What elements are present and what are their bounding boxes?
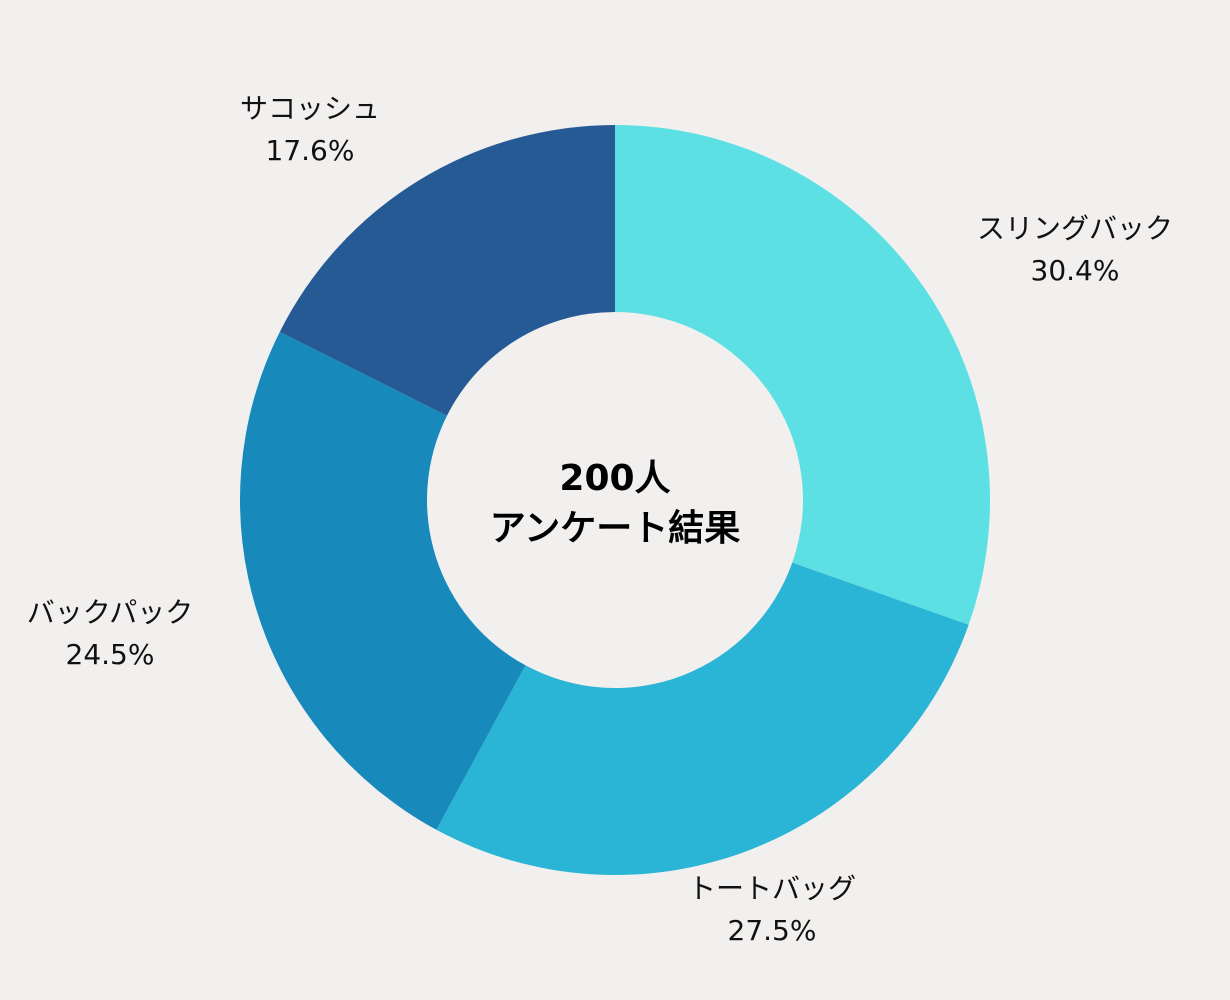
slice-label-group-2: トートバッグ 27.5% — [688, 872, 856, 947]
center-title-line-1: 200人 — [559, 458, 670, 499]
slice-labels: スリングバック 30.4% トートバッグ 27.5% バックパック 24.5% サコッシュ 1… — [27, 92, 1173, 947]
slice-label-name: スリングバック — [977, 212, 1173, 245]
slice-label-group-3: バックパック 24.5% — [27, 596, 194, 671]
slice-label-value: 30.4% — [1031, 254, 1120, 287]
slice-label-name: バックパック — [27, 596, 194, 629]
donut-slice-4 — [279, 125, 615, 416]
slice-label-group-1: スリングバック 30.4% — [977, 212, 1173, 287]
donut-slice-2 — [436, 562, 969, 875]
donut-slices — [239, 125, 990, 875]
slice-label-value: 17.6% — [266, 134, 355, 167]
slice-label-value: 27.5% — [728, 914, 817, 947]
donut-slice-1 — [615, 125, 990, 625]
slice-label-name: トートバッグ — [688, 872, 856, 905]
center-title-line-2: アンケート結果 — [490, 508, 741, 549]
slice-label-value: 24.5% — [66, 638, 155, 671]
donut-slice-3 — [239, 331, 526, 830]
slice-label-name: サコッシュ — [240, 92, 380, 125]
slice-label-group-4: サコッシュ 17.6% — [240, 92, 380, 167]
